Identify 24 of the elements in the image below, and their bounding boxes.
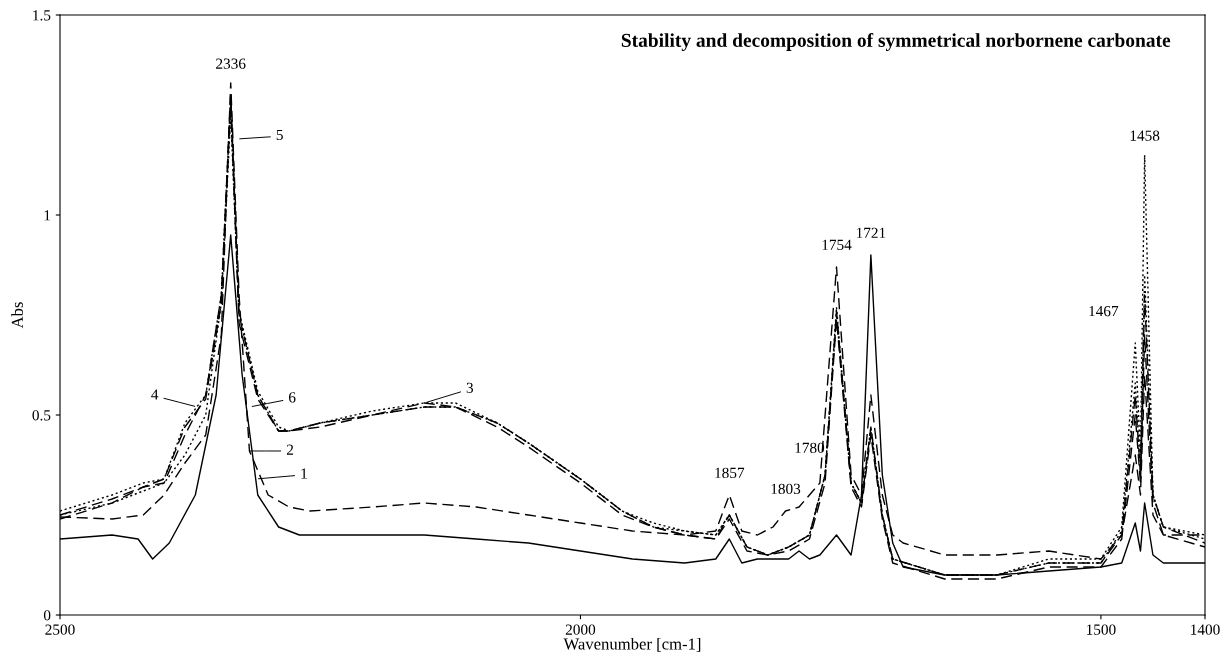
annotation: 3 — [466, 382, 474, 393]
annotation: 6 — [288, 392, 296, 403]
x-tick-label: 2000 — [565, 624, 596, 635]
annotation: 1467 — [1089, 306, 1119, 317]
text: Stability and decomposition of symmetrical norbornene carbonate — [621, 33, 1171, 51]
annotation: 2 — [286, 444, 294, 455]
y-tick-label: 1 — [44, 210, 51, 221]
y-tick-label: 0.5 — [32, 410, 51, 421]
x-tick-label: 1400 — [1191, 624, 1220, 635]
y-tick-label: 1.5 — [33, 10, 51, 21]
annotation: 2336 — [216, 58, 246, 69]
annotation: 1803 — [771, 483, 801, 495]
x-axis-title: Wavenumber [cm-1] — [563, 637, 701, 652]
y-axis-title: Abs — [11, 302, 23, 329]
annotation: 1754 — [822, 239, 852, 251]
annotation: 5 — [276, 129, 283, 141]
x-tick-label: 2500 — [45, 624, 75, 635]
x-tick-label: 1500 — [1086, 624, 1116, 635]
y-tick-label: 0 — [43, 610, 51, 621]
annotation: 4 — [151, 389, 159, 400]
annotation: 1857 — [715, 467, 745, 479]
annotation: 1721 — [856, 227, 886, 238]
annotation: 1458 — [1130, 130, 1160, 141]
annotation: 1 — [301, 468, 307, 479]
